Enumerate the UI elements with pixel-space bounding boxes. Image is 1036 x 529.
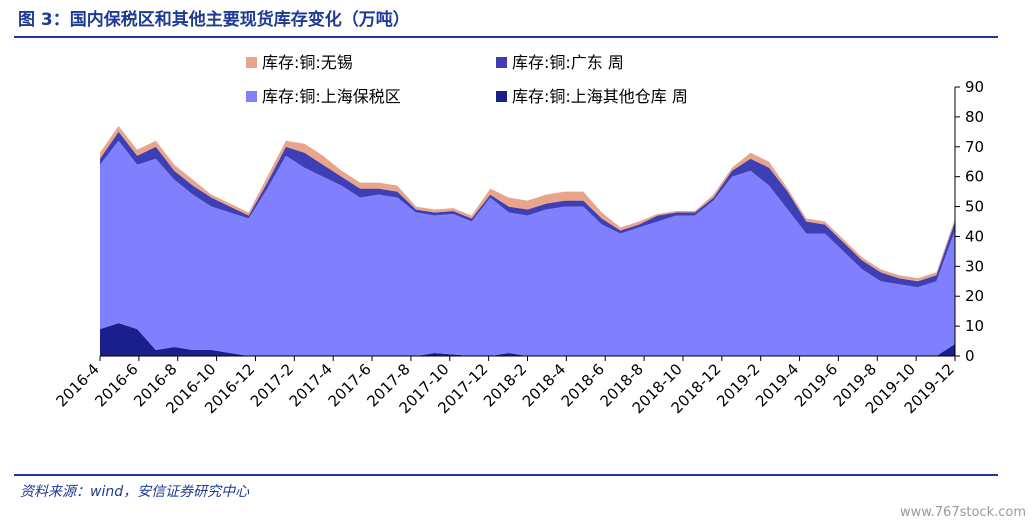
area-series-2 <box>100 131 955 288</box>
y-tick-label-4: 40 <box>965 227 984 245</box>
y-tick-label-1: 10 <box>965 317 984 335</box>
legend-swatch-3 <box>496 91 507 102</box>
y-tick-label-7: 70 <box>965 138 984 156</box>
y-tick-label-9: 90 <box>965 78 984 96</box>
stacked-areas <box>100 125 955 356</box>
legend-label-2: 库存:铜:上海保税区 <box>262 87 401 106</box>
area-series-1 <box>100 140 955 356</box>
header-divider <box>14 36 998 38</box>
legend-label-3: 库存:铜:上海其他仓库 周 <box>512 87 688 106</box>
chart-legend: 库存:铜:无锡 库存:铜:广东 周库存:铜:上海保税区 库存:铜:上海其他仓库 周 <box>246 53 688 106</box>
y-tick-label-6: 60 <box>965 168 984 186</box>
source-note: 资料来源：wind，安信证券研究中心 <box>20 484 250 500</box>
watermark: www.767stock.com <box>899 505 1026 520</box>
legend-swatch-1 <box>496 57 507 68</box>
copper-inventory-chart: 库存:铜:无锡 库存:铜:广东 周库存:铜:上海保税区 库存:铜:上海其他仓库 周 … <box>53 53 985 417</box>
page-title: 图 3：国内保税区和其他主要现货库存变化（万吨） <box>18 10 410 30</box>
y-tick-label-0: 0 <box>965 347 975 365</box>
footer-divider <box>14 474 998 476</box>
y-tick-label-2: 20 <box>965 287 984 305</box>
y-tick-label-3: 30 <box>965 257 984 275</box>
legend-swatch-0 <box>246 57 257 68</box>
legend-swatch-2 <box>246 91 257 102</box>
area-series-3 <box>100 125 955 282</box>
y-tick-label-8: 80 <box>965 108 984 126</box>
legend-label-0: 库存:铜:无锡 <box>262 53 353 72</box>
legend-label-1: 库存:铜:广东 周 <box>512 53 624 72</box>
area-series-0 <box>100 323 955 356</box>
y-tick-label-5: 50 <box>965 198 984 216</box>
